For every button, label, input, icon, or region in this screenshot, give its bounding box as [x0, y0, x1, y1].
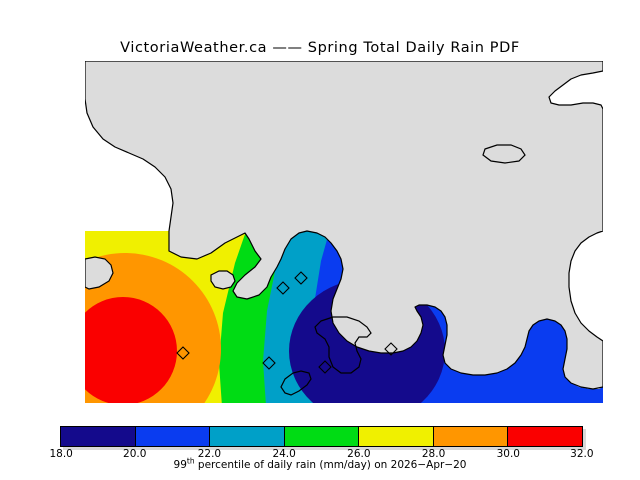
island-outline-northeast: [482, 144, 526, 164]
colorbar-segment-30-32[interactable]: [508, 427, 583, 446]
station-marker-2[interactable]: [262, 356, 276, 370]
colorbar-segment-26-28[interactable]: [359, 427, 434, 446]
island-outline-east: [314, 316, 372, 374]
peninsula-inlet: [210, 270, 236, 290]
colorbar-caption: 99th percentile of daily rain (mm/day) o…: [0, 456, 640, 471]
colorbar-segment-24-26[interactable]: [284, 427, 360, 446]
map-canvas[interactable]: [85, 61, 603, 403]
island-outline-south: [280, 370, 312, 396]
colorbar-tick-1: 20.0: [123, 448, 147, 460]
station-marker-3[interactable]: [276, 281, 290, 295]
caption-percentile-ordinal: th: [186, 456, 195, 466]
colorbar-tick-labels: 18.0 20.0 22.0 24.0 26.0 28.0 30.0 32.0: [49, 448, 593, 461]
page-title: VictoriaWeather.ca —— Spring Total Daily…: [120, 40, 520, 56]
station-markers[interactable]: [176, 271, 398, 374]
station-marker-5[interactable]: [318, 360, 332, 374]
colorbar-tick-2: 22.0: [197, 448, 222, 460]
colorbar-tick-3: 24.0: [272, 448, 296, 460]
caption-rest: percentile of daily rain (mm/day) on 202…: [194, 459, 467, 471]
contour-band-30-32: [85, 297, 177, 403]
station-marker-6[interactable]: [384, 342, 398, 356]
colorbar-tick-6: 30.0: [496, 448, 520, 460]
colorbar-tick-4: 26.0: [347, 448, 371, 460]
colorbar-segment-22-24[interactable]: [210, 427, 285, 446]
colorbar[interactable]: [60, 426, 586, 450]
colorbar-tick-5: 28.0: [421, 448, 446, 460]
mainland-polygon: [85, 61, 603, 390]
colorbar-segment-18-20[interactable]: [61, 427, 136, 446]
station-marker-1[interactable]: [176, 346, 190, 360]
colorbar-segments[interactable]: [60, 426, 583, 447]
colorbar-segment-20-22[interactable]: [135, 427, 211, 446]
land-layer: [85, 61, 603, 396]
caption-percentile-number: 99: [173, 459, 187, 471]
coast-fragment-west: [85, 256, 114, 290]
station-marker-4[interactable]: [294, 271, 308, 285]
colorbar-tick-0: 18.0: [49, 448, 73, 460]
map-panel[interactable]: [85, 61, 603, 403]
colorbar-tick-7: 32.0: [570, 448, 594, 460]
colorbar-segment-28-30[interactable]: [433, 427, 509, 446]
